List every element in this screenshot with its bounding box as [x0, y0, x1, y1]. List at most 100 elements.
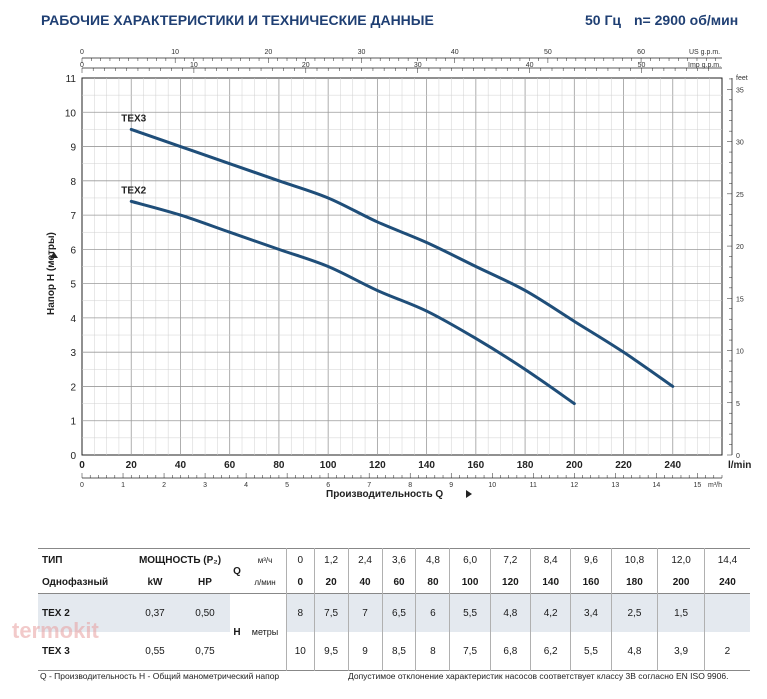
row-kw-tex3: 0,55	[145, 645, 165, 657]
q-m3h-10: 12,0	[657, 548, 705, 571]
x-tick-label: 0	[79, 460, 85, 471]
x-tick-label: 60	[224, 460, 236, 471]
y-tick-label: 6	[70, 245, 76, 256]
m3h-tick-label: 11	[530, 482, 537, 489]
impgpm-tick-label: 0	[80, 62, 84, 69]
m3h-tick-label: 9	[449, 482, 453, 489]
usgpm-tick-label: 30	[358, 49, 366, 56]
row-model-tex3: TEX 3	[42, 645, 70, 657]
chart-grid	[81, 77, 723, 456]
h-tex3-7: 6,2	[530, 632, 571, 671]
feet-tick-label: 0	[736, 453, 740, 460]
m3h-tick-label: 10	[488, 482, 496, 489]
q-lmin-1: 20	[313, 571, 349, 594]
y-tick-label: 0	[70, 451, 76, 462]
h-tex3-9: 4,8	[610, 632, 658, 671]
h-unit: метры	[251, 627, 279, 637]
h-tex3-11: 2	[703, 632, 750, 671]
h-label: H	[233, 626, 241, 638]
impgpm-tick-label: 10	[190, 62, 198, 69]
h-tex2-9: 2,5	[610, 593, 658, 632]
q-m3h-2: 2,4	[347, 548, 383, 571]
row-kw-tex2: 0,37	[130, 593, 180, 632]
usgpm-tick-label: 10	[171, 49, 179, 56]
impgpm-tick-label: 30	[414, 62, 422, 69]
h-tex3-8: 5,5	[570, 632, 612, 671]
speed-label: n= 2900 об/мин	[634, 12, 739, 28]
q-m3h-9: 10,8	[610, 548, 658, 571]
m3h-tick-label: 2	[162, 482, 166, 489]
m3h-tick-label: 3	[203, 482, 207, 489]
feet-tick-label: 35	[736, 87, 744, 94]
q-m3h-7: 8,4	[530, 548, 571, 571]
footer-tolerance-note: Допустимое отклонение характеристик насо…	[348, 671, 729, 681]
x-tick-label: 40	[175, 460, 187, 471]
q-lmin-0: 0	[286, 571, 315, 594]
x-tick-label: 240	[664, 460, 681, 471]
h-tex2-5: 5,5	[449, 593, 491, 632]
h-tex2-3: 6,5	[381, 593, 416, 632]
chart-curves: TEX3 TEX2	[121, 113, 675, 406]
h-tex3-6: 6,8	[489, 632, 531, 671]
m3h-tick-label: 6	[326, 482, 330, 489]
m3h-tick-label: 1	[121, 482, 125, 489]
series-label-tex2: TEX2	[121, 185, 146, 196]
q-m3h-8: 9,6	[570, 548, 612, 571]
x-tick-label: 140	[418, 460, 435, 471]
x-tick-label: 20	[126, 460, 138, 471]
row-hp-tex2: 0,50	[180, 593, 230, 632]
x-axis-arrow-icon	[466, 490, 472, 498]
m3h-tick-label: 14	[652, 482, 660, 489]
series-line-tex3	[129, 127, 675, 388]
impgpm-unit-label: Imp g.p.m.	[688, 62, 721, 69]
h-tex3-5: 7,5	[449, 632, 491, 671]
series-label-tex3: TEX3	[121, 113, 146, 124]
footer-legend: Q - Производительность H - Общий маномет…	[40, 671, 280, 681]
x-tick-label: 220	[615, 460, 632, 471]
h-tex3-10: 3,9	[657, 632, 705, 671]
x-tick-label: 80	[273, 460, 285, 471]
usgpm-unit-label: US g.p.m.	[689, 49, 720, 56]
x-tick-label: 100	[320, 460, 337, 471]
impgpm-tick-label: 50	[638, 62, 646, 69]
q-lmin-3: 60	[381, 571, 416, 594]
m3h-tick-label: 8	[408, 482, 412, 489]
h-tex2-1: 7,5	[313, 593, 349, 632]
frequency-label: 50 Гц	[585, 12, 622, 28]
m3h-tick-label: 7	[367, 482, 371, 489]
y-tick-label: 2	[70, 382, 76, 393]
m3h-tick-label: 4	[244, 482, 248, 489]
usgpm-tick-label: 40	[451, 49, 459, 56]
y-tick-label: 1	[70, 417, 76, 428]
y-tick-label: 5	[70, 280, 76, 291]
spec-table: ТИП МОЩНОСТЬ (P₂) Q м³/ч 0 1,2 2,4 3,6 4…	[38, 548, 750, 671]
feet-tick-label: 25	[736, 192, 744, 199]
h-tex2-7: 4,2	[530, 593, 571, 632]
col-power: МОЩНОСТЬ (P₂)	[138, 554, 222, 566]
feet-unit-label: feet	[736, 75, 748, 82]
impgpm-tick-label: 20	[302, 62, 310, 69]
feet-tick-label: 15	[736, 296, 744, 303]
h-tex2-11	[703, 593, 750, 632]
feet-tick-label: 10	[736, 349, 744, 356]
m3h-tick-label: 5	[285, 482, 289, 489]
h-tex2-2: 7	[347, 593, 383, 632]
h-tex3-3: 8,5	[381, 632, 416, 671]
feet-tick-label: 30	[736, 140, 744, 147]
y-tick-label: 7	[70, 211, 76, 222]
usgpm-tick-label: 20	[264, 49, 272, 56]
q-m3h-6: 7,2	[489, 548, 531, 571]
h-tex3-1: 9,5	[313, 632, 349, 671]
m3h-unit-label: m³/h	[708, 482, 722, 489]
q-lmin-2: 40	[347, 571, 383, 594]
row-model-tex2: TEX 2	[38, 593, 130, 632]
q-m3h-3: 3,6	[381, 548, 416, 571]
x-tick-label: 200	[566, 460, 583, 471]
h-tex2-0: 8	[286, 593, 315, 632]
page-title: РАБОЧИЕ ХАРАКТЕРИСТИКИ И ТЕХНИЧЕСКИЕ ДАН…	[41, 12, 434, 28]
h-tex2-6: 4,8	[489, 593, 531, 632]
x-tick-label: 120	[369, 460, 386, 471]
h-tex2-4: 6	[415, 593, 450, 632]
